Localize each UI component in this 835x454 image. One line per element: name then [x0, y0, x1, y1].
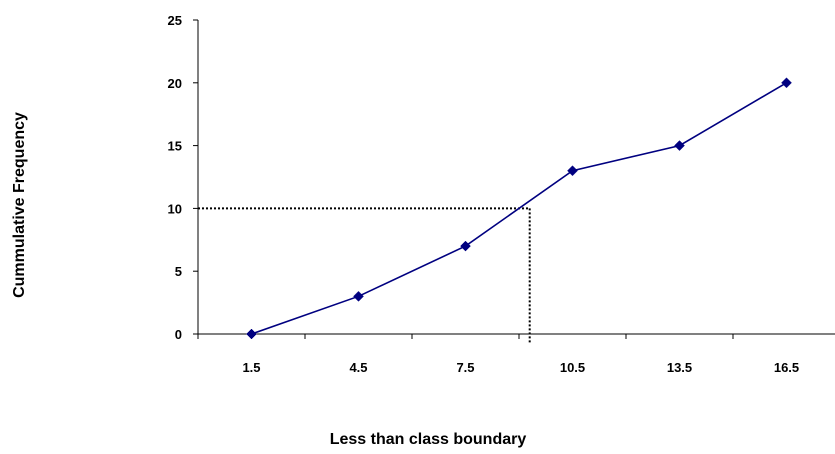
- y-tick-label: 10: [168, 201, 182, 216]
- x-tick-label: 4.5: [349, 360, 367, 375]
- y-ticks: 0 5 10 15 20 25: [168, 13, 198, 342]
- x-tick-label: 10.5: [560, 360, 585, 375]
- y-tick-label: 5: [175, 264, 182, 279]
- y-tick-label: 0: [175, 327, 182, 342]
- x-ticks: 1.5 4.5 7.5 10.5 13.5 16.5: [197, 334, 799, 375]
- x-tick-label: 16.5: [774, 360, 799, 375]
- series-layer: [246, 77, 792, 340]
- y-axis-title: Cummulative Frequency: [11, 112, 28, 298]
- y-tick-label: 20: [168, 76, 182, 91]
- x-axis-title: Less than class boundary: [330, 431, 527, 448]
- data-point: [781, 77, 792, 89]
- reference-lines: [198, 207, 531, 344]
- data-point: [567, 165, 578, 177]
- data-point: [674, 140, 685, 151]
- data-point: [353, 290, 364, 302]
- series-line: [251, 82, 787, 335]
- y-tick-label: 25: [168, 13, 182, 28]
- y-tick-label: 15: [168, 139, 182, 154]
- data-point: [460, 240, 471, 252]
- x-tick-label: 13.5: [667, 360, 692, 375]
- data-point: [246, 328, 257, 340]
- x-tick-label: 7.5: [456, 360, 474, 375]
- x-tick-label: 1.5: [242, 360, 260, 375]
- axes: [197, 20, 835, 335]
